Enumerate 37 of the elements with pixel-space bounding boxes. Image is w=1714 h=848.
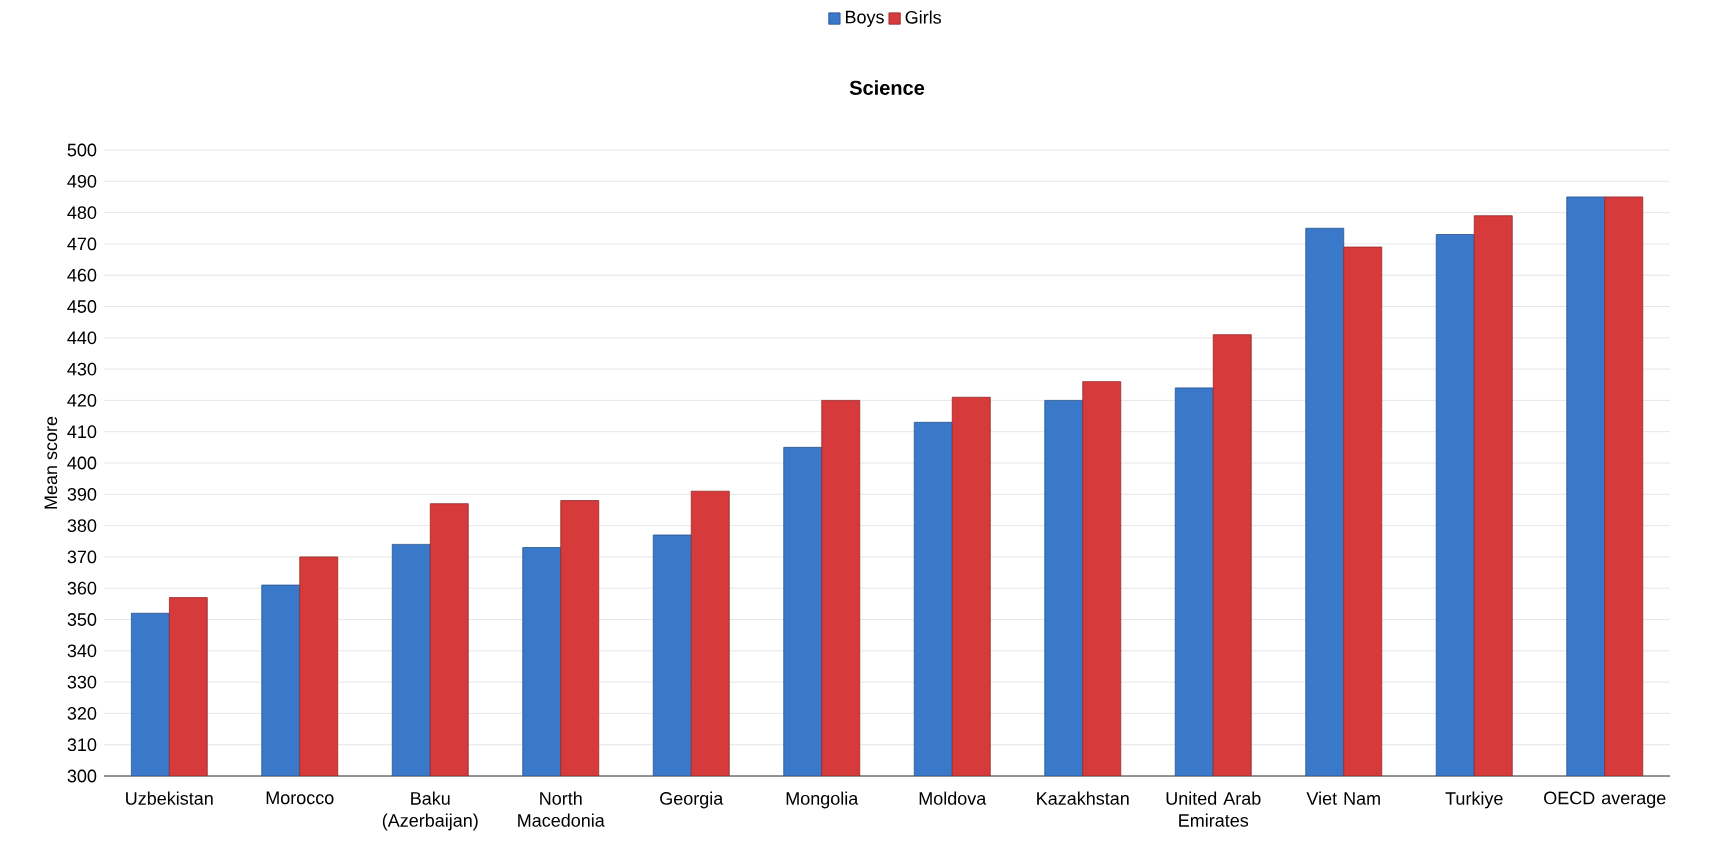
y-tick-label: 400 bbox=[67, 456, 97, 470]
x-tick-label: Georgia bbox=[660, 791, 724, 809]
y-tick-label: 330 bbox=[67, 675, 97, 689]
x-tick-label: North Macedonia bbox=[518, 791, 605, 827]
y-tick-label: 300 bbox=[67, 769, 97, 783]
y-axis-title: Mean score bbox=[44, 416, 58, 509]
y-tick-label: 380 bbox=[67, 519, 97, 532]
chart-title: Science bbox=[849, 80, 925, 95]
y-tick-label: 440 bbox=[67, 331, 97, 345]
x-tick-label: OECD average bbox=[1544, 791, 1666, 808]
y-tick-label: 410 bbox=[67, 425, 97, 439]
y-tick-label: 350 bbox=[67, 613, 97, 626]
y-tick-label: 340 bbox=[67, 644, 97, 658]
x-tick-label: Moldova bbox=[919, 791, 987, 805]
y-tick-label: 310 bbox=[67, 738, 97, 752]
y-tick-label: 500 bbox=[67, 143, 97, 157]
x-tick-label: Kazakhstan bbox=[1037, 791, 1129, 805]
x-tick-label: United Arab Emirates bbox=[1166, 791, 1261, 827]
y-tick-label: 460 bbox=[67, 268, 97, 282]
x-tick-label: Mongolia bbox=[786, 791, 859, 809]
x-tick-label: Baku (Azerbaijan) bbox=[382, 791, 478, 831]
x-tick-label: Viet Nam bbox=[1306, 791, 1380, 805]
y-tick-label: 390 bbox=[67, 487, 97, 501]
y-tick-label: 450 bbox=[67, 300, 97, 313]
y-tick-label: 470 bbox=[67, 237, 97, 251]
y-tick-label: 370 bbox=[67, 550, 97, 564]
legend-label: Boys bbox=[845, 10, 884, 27]
y-tick-label: 420 bbox=[67, 394, 97, 407]
y-tick-label: 360 bbox=[67, 581, 97, 595]
x-tick-label: Morocco bbox=[266, 791, 334, 805]
y-tick-label: 320 bbox=[67, 707, 97, 720]
y-tick-label: 430 bbox=[67, 362, 97, 376]
y-tick-label: 490 bbox=[67, 174, 97, 188]
x-tick-label: Uzbekistan bbox=[126, 791, 213, 805]
y-tick-label: 480 bbox=[67, 206, 97, 219]
x-tick-label: Turkiye bbox=[1445, 791, 1503, 809]
legend-label: Girls bbox=[905, 10, 942, 24]
